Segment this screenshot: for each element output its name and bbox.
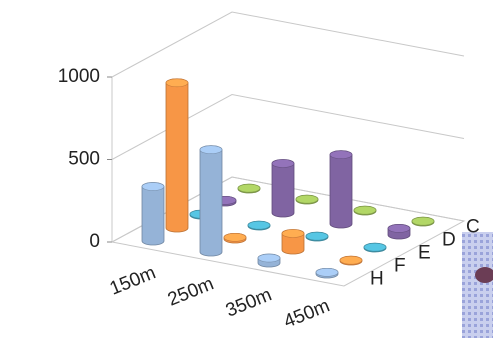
cylinder-top bbox=[224, 233, 246, 241]
cylinder bbox=[272, 160, 294, 218]
cylinder-top bbox=[412, 217, 434, 225]
cylinder-top bbox=[340, 256, 362, 264]
y-tick-label: 0 bbox=[89, 231, 100, 252]
y-tick-label: 500 bbox=[68, 149, 100, 170]
cylinder-top bbox=[166, 79, 188, 87]
image-fragment bbox=[462, 232, 493, 338]
cylinder bbox=[330, 151, 352, 228]
x-tick-label: 350m bbox=[223, 284, 275, 321]
legend-label: C bbox=[466, 217, 480, 238]
x-tick-label: 250m bbox=[165, 273, 217, 310]
y-tick-label: 1000 bbox=[58, 66, 100, 87]
cylinder-top bbox=[316, 268, 338, 276]
cylinder-top bbox=[296, 195, 318, 203]
cylinder-top bbox=[330, 151, 352, 159]
cylinder-top bbox=[258, 254, 280, 262]
cylinder-top bbox=[142, 183, 164, 191]
chart: 0 500 1000 CDEFH 150m250m350m450m bbox=[0, 0, 493, 338]
cylinder-top bbox=[200, 146, 222, 154]
cylinder bbox=[200, 146, 222, 256]
cylinder-top bbox=[364, 243, 386, 251]
cylinder-top bbox=[238, 184, 260, 192]
cylinder-top bbox=[248, 221, 270, 229]
cylinder-top bbox=[354, 206, 376, 214]
cylinder-top bbox=[282, 230, 304, 238]
legend-label: F bbox=[394, 256, 406, 277]
legend-label: H bbox=[370, 269, 384, 290]
grid-line bbox=[112, 12, 464, 77]
cylinder-top bbox=[272, 160, 294, 168]
x-tick-label: 450m bbox=[281, 295, 333, 332]
cylinder bbox=[166, 79, 188, 232]
grid-line bbox=[112, 95, 464, 160]
x-tick-label: 150m bbox=[107, 262, 159, 299]
cylinder bbox=[142, 183, 164, 245]
cylinder-top bbox=[306, 232, 328, 240]
cylinder-top bbox=[388, 224, 410, 232]
legend-label: E bbox=[418, 243, 431, 264]
legend-label: D bbox=[442, 230, 456, 251]
